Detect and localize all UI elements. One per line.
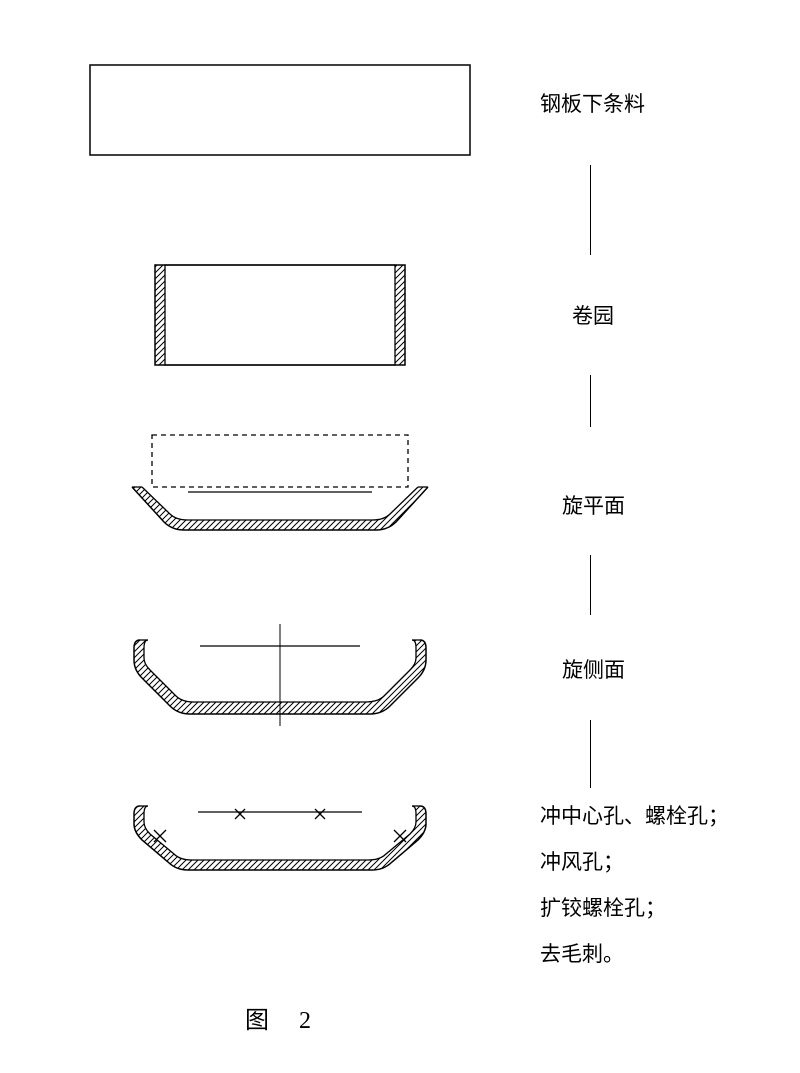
figure-caption: 图 2 [245,1000,317,1035]
step-roll [0,260,800,370]
label-strip: 钢板下条料 [540,88,645,118]
label-roll: 卷园 [572,300,614,330]
label-spin-side: 旋侧面 [562,654,625,684]
diagram-page: 钢板下条料 卷园 [0,0,800,1073]
label-punch-2: 冲风孔； [540,846,624,876]
connector-2 [590,375,591,427]
shape-spin-flat [120,430,520,550]
step-spin-side [0,620,800,720]
label-spin-flat: 旋平面 [562,490,625,520]
step-strip [0,60,800,160]
shape-strip [80,60,480,160]
label-punch-1: 冲中心孔、螺栓孔； [540,800,729,830]
connector-4 [590,720,591,788]
label-punch-4: 去毛刺。 [540,938,624,968]
shape-punch [120,800,520,880]
shape-roll [150,260,550,370]
connector-3 [590,555,591,615]
shape-spin-side [120,620,520,720]
label-punch-3: 扩铰螺栓孔； [540,892,666,922]
step-spin-flat [0,430,800,550]
connector-1 [590,165,591,255]
